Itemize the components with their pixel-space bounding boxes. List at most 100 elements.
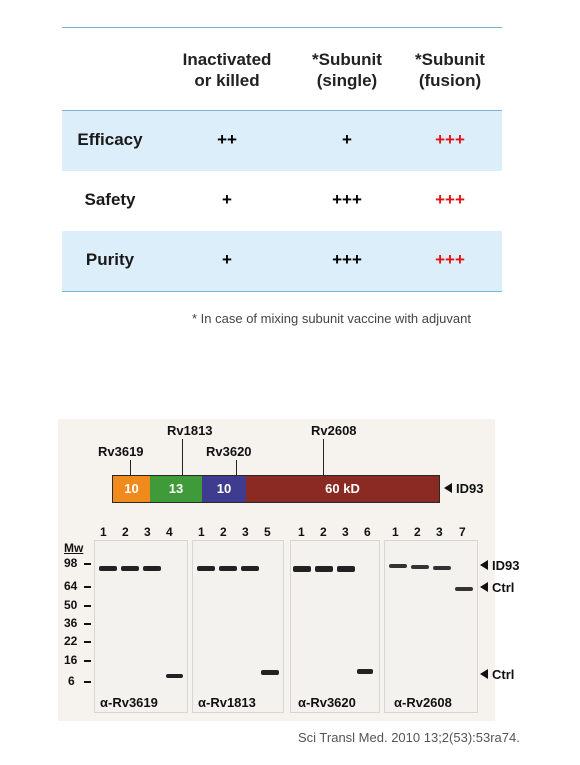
table-row-safety: Safety + +++ +++ — [62, 171, 502, 231]
header-line: *Subunit — [415, 50, 485, 69]
lane-number: 2 — [320, 525, 327, 539]
ctrl-band-label: Ctrl — [492, 667, 515, 682]
cell-value: +++ — [435, 250, 465, 269]
mw-22: 22 — [64, 634, 78, 648]
blot-band — [455, 587, 473, 591]
mw-tick — [84, 623, 91, 625]
lane-number: 3 — [342, 525, 349, 539]
lane-number: 2 — [414, 525, 421, 539]
arrow-left-icon — [480, 582, 488, 592]
pointer-line — [236, 460, 237, 475]
cell-value: +++ — [435, 130, 465, 149]
antibody-label: α-Rv3620 — [298, 695, 356, 710]
blot-band — [315, 566, 333, 572]
table-row-efficacy: Efficacy ++ + +++ — [62, 111, 502, 171]
citation: Sci Transl Med. 2010 13;2(53):53ra74. — [298, 730, 520, 745]
table-top-rule — [62, 27, 502, 28]
blot-band — [197, 566, 215, 571]
pointer-line — [182, 439, 183, 475]
blot-band — [433, 566, 451, 570]
blot-band — [261, 670, 279, 675]
header-line: or killed — [194, 71, 260, 90]
blot-band — [219, 566, 237, 571]
mw-50: 50 — [64, 598, 78, 612]
antibody-label: α-Rv2608 — [394, 695, 452, 710]
mw-tick — [84, 586, 91, 588]
construct-name: ID93 — [456, 481, 484, 496]
arrow-left-icon — [480, 560, 488, 570]
pointer-line — [130, 460, 131, 475]
header-subunit-single: *Subunit (single) — [297, 49, 397, 91]
row-label: Efficacy — [77, 130, 143, 149]
mw-16: 16 — [64, 653, 78, 667]
row-label: Purity — [85, 250, 135, 269]
blot-band — [389, 564, 407, 568]
mw-title: Mw — [64, 541, 84, 555]
blot-band — [357, 669, 373, 674]
table-bottom-rule — [62, 291, 502, 292]
row-label: Safety — [84, 190, 136, 209]
cell-value: ++ — [217, 130, 237, 149]
header-line: (single) — [316, 71, 378, 90]
mw-36: 36 — [64, 616, 78, 630]
header-inactivated: Inactivated or killed — [172, 49, 282, 91]
mw-98: 98 — [64, 556, 78, 570]
segment-rv3620: 10 — [202, 476, 246, 502]
cell-value: +++ — [332, 190, 362, 209]
mw-tick — [84, 681, 91, 683]
id93-construct-bar: 10 13 10 60 kD — [112, 475, 440, 503]
cell-value: +++ — [332, 250, 362, 269]
blot-band — [166, 674, 183, 678]
mw-tick — [84, 605, 91, 607]
header-subunit-fusion: *Subunit (fusion) — [400, 49, 500, 91]
antibody-label: α-Rv1813 — [198, 695, 256, 710]
blot-band — [99, 566, 117, 571]
antibody-label: α-Rv3619 — [100, 695, 158, 710]
table-row-purity: Purity + +++ +++ — [62, 231, 502, 291]
lane-number: 5 — [264, 525, 271, 539]
lane-number: 7 — [459, 525, 466, 539]
blot-band — [121, 566, 139, 571]
blot-band — [143, 566, 161, 571]
lane-number: 6 — [364, 525, 371, 539]
lane-number: 2 — [122, 525, 129, 539]
mw-6: 6 — [68, 674, 75, 688]
cell-value: + — [222, 250, 232, 269]
western-blot-rv2608 — [384, 540, 478, 713]
cell-value: + — [342, 130, 352, 149]
mw-64: 64 — [64, 579, 78, 593]
mw-tick — [84, 660, 91, 662]
arrow-left-icon — [480, 669, 488, 679]
blot-band — [337, 566, 355, 572]
segment-rv1813: 13 — [150, 476, 202, 502]
id93-band-label: ID93 — [492, 558, 520, 573]
mw-tick — [84, 641, 91, 643]
header-line: (fusion) — [418, 71, 482, 90]
blot-band — [411, 565, 429, 569]
table-footnote: * In case of mixing subunit vaccine with… — [192, 311, 471, 326]
construct-label-rv2608: Rv2608 — [311, 423, 357, 438]
lane-number: 3 — [436, 525, 443, 539]
western-blot-rv3619 — [94, 540, 188, 713]
segment-rv2608: 60 kD — [246, 476, 439, 502]
id93-figure: Rv1813 Rv2608 Rv3619 Rv3620 10 13 10 60 … — [58, 419, 519, 721]
header-line: *Subunit — [312, 50, 382, 69]
cell-value: +++ — [435, 190, 465, 209]
construct-label-rv3619: Rv3619 — [98, 444, 144, 459]
lane-number: 2 — [220, 525, 227, 539]
construct-label-rv1813: Rv1813 — [167, 423, 213, 438]
mw-tick — [84, 563, 91, 565]
western-blot-rv1813 — [192, 540, 284, 713]
ctrl-band-label: Ctrl — [492, 580, 515, 595]
segment-rv3619: 10 — [113, 476, 150, 502]
western-blot-rv3620 — [290, 540, 380, 713]
construct-label-rv3620: Rv3620 — [206, 444, 252, 459]
lane-number: 4 — [166, 525, 173, 539]
lane-number: 3 — [242, 525, 249, 539]
header-line: Inactivated — [182, 50, 272, 69]
pointer-line — [323, 439, 324, 475]
lane-number: 1 — [298, 525, 305, 539]
lane-number: 1 — [392, 525, 399, 539]
blot-band — [293, 566, 311, 572]
comparison-table: Inactivated or killed *Subunit (single) … — [62, 27, 502, 292]
